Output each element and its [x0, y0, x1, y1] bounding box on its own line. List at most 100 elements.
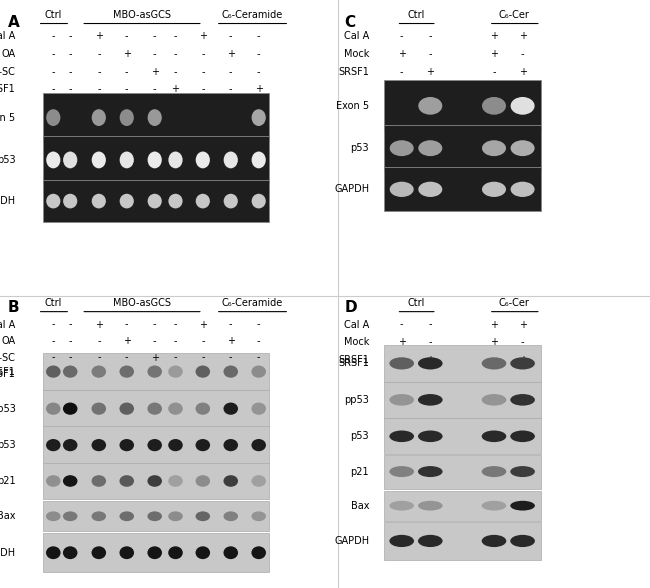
- Text: -: -: [125, 369, 129, 379]
- Ellipse shape: [46, 152, 60, 168]
- Text: -: -: [68, 352, 72, 363]
- Text: +: +: [95, 319, 103, 330]
- Text: -: -: [125, 31, 129, 42]
- Ellipse shape: [252, 109, 266, 126]
- Text: C₆-Ceramide: C₆-Ceramide: [222, 298, 283, 308]
- Bar: [384, 125, 541, 171]
- Ellipse shape: [168, 439, 183, 451]
- Text: Bax: Bax: [0, 511, 16, 522]
- Ellipse shape: [418, 501, 443, 510]
- Ellipse shape: [252, 152, 266, 168]
- Text: -: -: [257, 352, 261, 363]
- Text: p21: p21: [0, 476, 16, 486]
- Ellipse shape: [224, 439, 238, 451]
- Bar: [384, 382, 541, 417]
- Text: -: -: [68, 369, 72, 379]
- Text: C₆-Cer: C₆-Cer: [498, 298, 529, 308]
- Ellipse shape: [419, 182, 442, 197]
- Bar: [384, 490, 541, 521]
- Text: +: +: [519, 66, 526, 77]
- Ellipse shape: [46, 194, 60, 208]
- Text: -: -: [125, 66, 129, 77]
- Text: -: -: [201, 336, 205, 346]
- Text: -: -: [492, 355, 496, 365]
- Ellipse shape: [92, 439, 106, 451]
- Bar: [384, 522, 541, 560]
- Text: +: +: [490, 319, 498, 330]
- Text: siRNA-SC: siRNA-SC: [0, 352, 16, 363]
- Ellipse shape: [252, 512, 266, 521]
- Text: -: -: [153, 369, 157, 379]
- Text: -: -: [51, 369, 55, 379]
- Bar: [43, 136, 269, 184]
- Ellipse shape: [63, 546, 77, 559]
- Ellipse shape: [389, 466, 414, 477]
- Ellipse shape: [418, 535, 443, 547]
- Ellipse shape: [148, 512, 162, 521]
- Text: -: -: [201, 66, 205, 77]
- Bar: [43, 426, 269, 464]
- Ellipse shape: [419, 97, 442, 115]
- Ellipse shape: [482, 358, 506, 369]
- Ellipse shape: [63, 194, 77, 208]
- Ellipse shape: [63, 403, 77, 415]
- Bar: [384, 455, 541, 489]
- Text: +: +: [426, 66, 434, 77]
- Text: +: +: [519, 355, 526, 365]
- Ellipse shape: [120, 546, 134, 559]
- Ellipse shape: [63, 512, 77, 521]
- Ellipse shape: [92, 475, 106, 487]
- Ellipse shape: [511, 97, 534, 115]
- Ellipse shape: [510, 466, 535, 477]
- Ellipse shape: [120, 475, 134, 487]
- Text: -: -: [229, 84, 233, 95]
- Text: +: +: [123, 336, 131, 346]
- Ellipse shape: [46, 366, 60, 377]
- Text: -: -: [174, 336, 177, 346]
- Text: A: A: [8, 15, 20, 30]
- Text: C₆-Ceramide: C₆-Ceramide: [222, 10, 283, 20]
- Text: Ctrl: Ctrl: [45, 298, 62, 308]
- Text: +: +: [519, 31, 526, 42]
- Ellipse shape: [482, 466, 506, 477]
- Ellipse shape: [168, 194, 183, 208]
- Ellipse shape: [510, 394, 535, 406]
- Ellipse shape: [46, 403, 60, 415]
- Ellipse shape: [120, 194, 134, 208]
- Ellipse shape: [224, 366, 238, 377]
- Ellipse shape: [46, 475, 60, 487]
- Text: -: -: [68, 66, 72, 77]
- Ellipse shape: [196, 439, 210, 451]
- Text: +: +: [172, 369, 179, 379]
- Ellipse shape: [482, 501, 506, 510]
- Text: -: -: [174, 31, 177, 42]
- Ellipse shape: [196, 152, 210, 168]
- Ellipse shape: [252, 194, 266, 208]
- Ellipse shape: [92, 546, 106, 559]
- Text: -: -: [68, 84, 72, 95]
- Text: +: +: [227, 49, 235, 59]
- Text: Cal A: Cal A: [344, 31, 369, 42]
- Text: +: +: [490, 49, 498, 59]
- Text: +: +: [227, 336, 235, 346]
- Ellipse shape: [46, 512, 60, 521]
- Text: -: -: [201, 49, 205, 59]
- Ellipse shape: [482, 394, 506, 406]
- Bar: [43, 353, 269, 390]
- Text: MBO-asGCS: MBO-asGCS: [112, 298, 171, 308]
- Text: -: -: [51, 49, 55, 59]
- Text: -: -: [97, 352, 101, 363]
- Ellipse shape: [224, 546, 238, 559]
- Text: p53: p53: [350, 431, 369, 442]
- Text: OA: OA: [1, 49, 16, 59]
- Ellipse shape: [482, 182, 506, 197]
- Text: -: -: [68, 336, 72, 346]
- Ellipse shape: [511, 182, 534, 197]
- Ellipse shape: [511, 140, 534, 156]
- Text: -: -: [492, 66, 496, 77]
- Text: -: -: [97, 49, 101, 59]
- Ellipse shape: [252, 546, 266, 559]
- Ellipse shape: [148, 194, 162, 208]
- Text: -: -: [153, 49, 157, 59]
- Ellipse shape: [252, 403, 266, 415]
